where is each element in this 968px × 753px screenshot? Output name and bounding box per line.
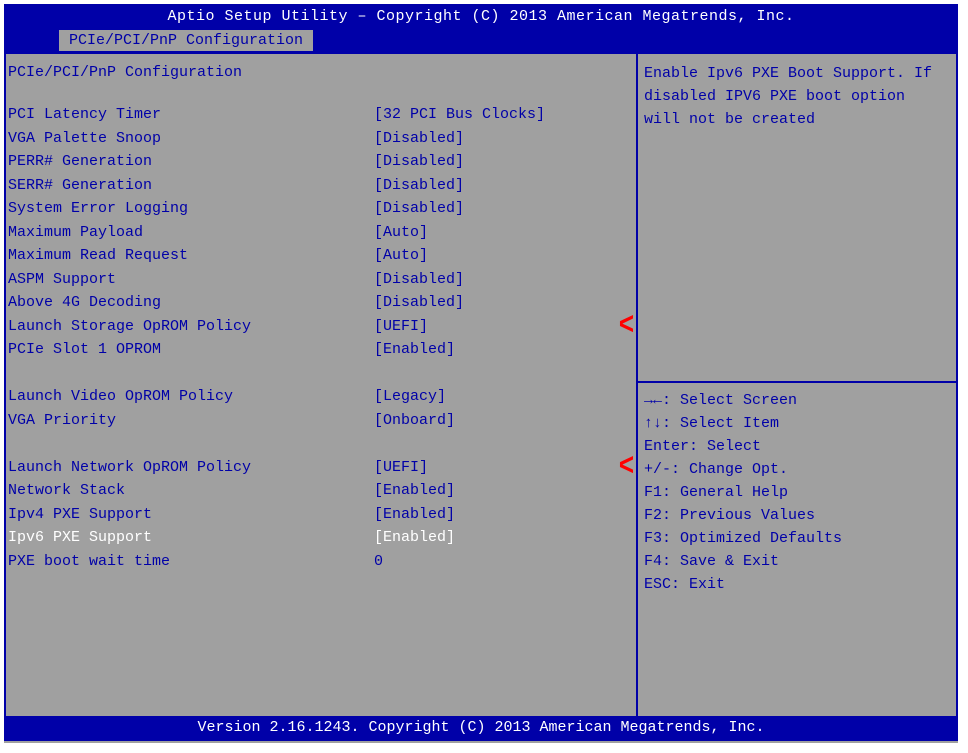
footer: Version 2.16.1243. Copyright (C) 2013 Am… bbox=[4, 718, 958, 741]
section-title: PCIe/PCI/PnP Configuration bbox=[8, 62, 634, 85]
setting-label: Maximum Read Request bbox=[8, 244, 374, 268]
keymap-line: F4: Save & Exit bbox=[644, 550, 950, 573]
left-pane: PCIe/PCI/PnP Configuration PCI Latency T… bbox=[4, 54, 638, 718]
setting-label: Ipv4 PXE Support bbox=[8, 503, 374, 527]
setting-label: Launch Video OpROM Policy bbox=[8, 385, 374, 409]
setting-value[interactable]: [Disabled] bbox=[374, 268, 634, 292]
setting-value[interactable]: 0 bbox=[374, 550, 634, 574]
setting-value[interactable]: [Disabled] bbox=[374, 291, 634, 315]
tab-row: PCIe/PCI/PnP Configuration bbox=[14, 29, 948, 52]
setting-label: VGA Priority bbox=[8, 409, 374, 433]
setting-label: PCIe Slot 1 OPROM bbox=[8, 338, 374, 362]
setting-value[interactable]: [Enabled] bbox=[374, 479, 634, 503]
setting-value[interactable]: [UEFI] bbox=[374, 315, 597, 339]
keymap: →←: Select Screen↑↓: Select ItemEnter: S… bbox=[644, 389, 950, 596]
setting-label: Above 4G Decoding bbox=[8, 291, 374, 315]
setting-label: Launch Network OpROM Policy bbox=[8, 456, 374, 480]
setting-value[interactable]: [Enabled] bbox=[374, 338, 634, 362]
keymap-line: +/-: Change Opt. bbox=[644, 458, 950, 481]
setting-row[interactable]: Ipv6 PXE Support[Enabled] bbox=[8, 526, 634, 550]
setting-value[interactable]: [Enabled] bbox=[374, 503, 634, 527]
keymap-line: ↑↓: Select Item bbox=[644, 412, 950, 435]
setting-row[interactable]: Above 4G Decoding[Disabled] bbox=[8, 291, 634, 315]
settings-list[interactable]: PCI Latency Timer[32 PCI Bus Clocks]VGA … bbox=[8, 103, 634, 573]
setting-label: Ipv6 PXE Support bbox=[8, 526, 374, 550]
setting-value[interactable]: [Auto] bbox=[374, 244, 634, 268]
setting-row[interactable]: Maximum Payload[Auto] bbox=[8, 221, 634, 245]
setting-row[interactable]: ASPM Support[Disabled] bbox=[8, 268, 634, 292]
setting-label: SERR# Generation bbox=[8, 174, 374, 198]
setting-row[interactable]: VGA Palette Snoop[Disabled] bbox=[8, 127, 634, 151]
setting-row[interactable]: PCIe Slot 1 OPROM[Enabled] bbox=[8, 338, 634, 362]
setting-value[interactable]: [UEFI] bbox=[374, 456, 597, 480]
setting-row[interactable]: Network Stack[Enabled] bbox=[8, 479, 634, 503]
setting-row[interactable]: SERR# Generation[Disabled] bbox=[8, 174, 634, 198]
annotation-arrow-icon: < bbox=[619, 312, 634, 340]
setting-row[interactable]: Launch Video OpROM Policy[Legacy] bbox=[8, 385, 634, 409]
setting-label: Maximum Payload bbox=[8, 221, 374, 245]
setting-value[interactable]: [32 PCI Bus Clocks] bbox=[374, 103, 634, 127]
keymap-line: ESC: Exit bbox=[644, 573, 950, 596]
setting-row[interactable]: Launch Network OpROM Policy[UEFI] < bbox=[8, 456, 634, 480]
setting-label: VGA Palette Snoop bbox=[8, 127, 374, 151]
setting-row[interactable]: PXE boot wait time0 bbox=[8, 550, 634, 574]
main-area: PCIe/PCI/PnP Configuration PCI Latency T… bbox=[4, 54, 958, 718]
setting-row[interactable]: Launch Storage OpROM Policy[UEFI] < bbox=[8, 315, 634, 339]
annotation-arrow-icon: < bbox=[619, 453, 634, 481]
setting-row[interactable]: System Error Logging[Disabled] bbox=[8, 197, 634, 221]
keymap-line: Enter: Select bbox=[644, 435, 950, 458]
keymap-line: →←: Select Screen bbox=[644, 389, 950, 412]
setting-label: PCI Latency Timer bbox=[8, 103, 374, 127]
help-divider bbox=[638, 381, 956, 383]
setting-label: ASPM Support bbox=[8, 268, 374, 292]
setting-value[interactable]: [Disabled] bbox=[374, 174, 634, 198]
right-pane: Enable Ipv6 PXE Boot Support. If disable… bbox=[638, 54, 958, 718]
setting-row[interactable]: VGA Priority[Onboard] bbox=[8, 409, 634, 433]
setting-label: Launch Storage OpROM Policy bbox=[8, 315, 374, 339]
setting-value[interactable]: [Legacy] bbox=[374, 385, 634, 409]
title-text: Aptio Setup Utility – Copyright (C) 2013… bbox=[14, 6, 948, 29]
help-text: Enable Ipv6 PXE Boot Support. If disable… bbox=[644, 62, 950, 131]
setting-value[interactable]: [Disabled] bbox=[374, 197, 634, 221]
setting-label: System Error Logging bbox=[8, 197, 374, 221]
setting-row[interactable]: Maximum Read Request[Auto] bbox=[8, 244, 634, 268]
bios-frame: Aptio Setup Utility – Copyright (C) 2013… bbox=[4, 4, 958, 743]
keymap-line: F1: General Help bbox=[644, 481, 950, 504]
tab-pcie-config[interactable]: PCIe/PCI/PnP Configuration bbox=[58, 29, 314, 52]
setting-row[interactable]: Ipv4 PXE Support[Enabled] bbox=[8, 503, 634, 527]
setting-value[interactable]: [Onboard] bbox=[374, 409, 634, 433]
keymap-line: F3: Optimized Defaults bbox=[644, 527, 950, 550]
setting-value[interactable]: [Disabled] bbox=[374, 127, 634, 151]
setting-label: PXE boot wait time bbox=[8, 550, 374, 574]
setting-row[interactable]: PCI Latency Timer[32 PCI Bus Clocks] bbox=[8, 103, 634, 127]
setting-label: PERR# Generation bbox=[8, 150, 374, 174]
setting-value[interactable]: [Disabled] bbox=[374, 150, 634, 174]
setting-label: Network Stack bbox=[8, 479, 374, 503]
setting-row[interactable]: PERR# Generation[Disabled] bbox=[8, 150, 634, 174]
setting-value[interactable]: [Auto] bbox=[374, 221, 634, 245]
keymap-line: F2: Previous Values bbox=[644, 504, 950, 527]
titlebar: Aptio Setup Utility – Copyright (C) 2013… bbox=[4, 4, 958, 54]
setting-value[interactable]: [Enabled] bbox=[374, 526, 634, 550]
